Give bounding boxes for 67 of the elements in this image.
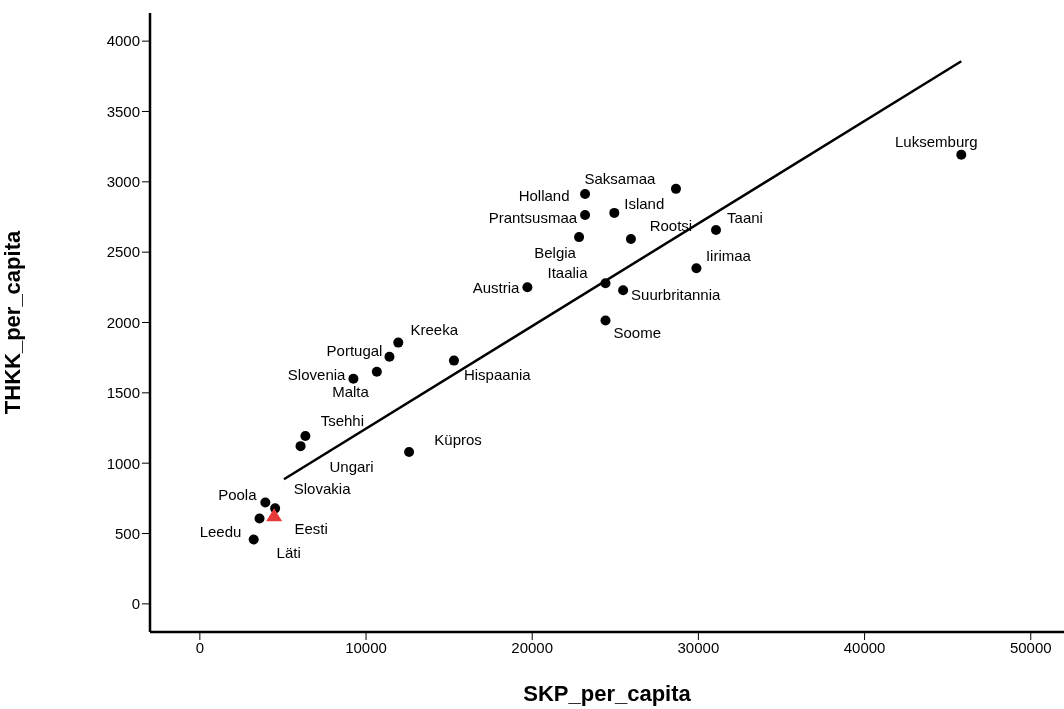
x-axis-title: SKP_per_capita bbox=[523, 681, 692, 706]
point bbox=[618, 285, 629, 296]
point bbox=[248, 534, 259, 545]
annotation: Holland bbox=[518, 187, 570, 205]
point bbox=[384, 351, 395, 362]
annotation: Rootsi bbox=[649, 216, 693, 234]
x-tick-label: 0 bbox=[195, 638, 205, 656]
annotation: Prantsusmaa bbox=[488, 208, 578, 226]
y-tick-label: 500 bbox=[114, 524, 140, 542]
point bbox=[295, 441, 306, 452]
point bbox=[691, 263, 702, 274]
annotation: Kreeka bbox=[410, 321, 459, 339]
point bbox=[522, 282, 533, 293]
point bbox=[300, 431, 311, 442]
annotation: Saksamaa bbox=[584, 170, 657, 188]
annotation: Austria bbox=[472, 278, 521, 296]
x-tick-label: 40000 bbox=[843, 638, 886, 656]
annotation: Itaalia bbox=[547, 263, 589, 281]
annotation: Suurbritannia bbox=[631, 285, 721, 303]
point bbox=[448, 355, 459, 366]
y-tick-label: 2500 bbox=[106, 243, 140, 261]
point bbox=[348, 373, 359, 384]
annotation: Tsehhi bbox=[320, 411, 365, 429]
annotation: Läti bbox=[276, 544, 301, 562]
point bbox=[404, 447, 415, 458]
point bbox=[254, 513, 265, 524]
point bbox=[711, 225, 722, 236]
x-tick-label: 10000 bbox=[345, 638, 387, 656]
point bbox=[266, 508, 283, 522]
point bbox=[580, 210, 591, 221]
point bbox=[580, 188, 591, 199]
y-tick-label: 3500 bbox=[106, 102, 140, 120]
annotation: Soome bbox=[613, 324, 662, 342]
x-tick-label: 20000 bbox=[511, 638, 554, 656]
point bbox=[625, 234, 636, 245]
annotation: Portugal bbox=[326, 342, 383, 360]
annotation: Hispaania bbox=[463, 366, 532, 384]
point bbox=[371, 366, 382, 377]
annotation: Taani bbox=[727, 208, 763, 226]
annotation: Leedu bbox=[199, 522, 242, 540]
annotation: Belgia bbox=[534, 243, 577, 261]
y-tick-label: 4000 bbox=[106, 32, 140, 50]
annotation: Ungari bbox=[329, 457, 374, 475]
point bbox=[393, 337, 404, 348]
y-tick-label: 0 bbox=[131, 595, 140, 613]
y-axis-title: THKK_per_capita bbox=[0, 230, 25, 415]
annotation: Malta bbox=[332, 383, 370, 401]
point bbox=[600, 315, 611, 326]
y-tick-label: 1500 bbox=[106, 384, 140, 402]
annotation: Slovenia bbox=[287, 366, 347, 384]
annotation: Eesti bbox=[294, 519, 328, 537]
point bbox=[670, 183, 681, 194]
point bbox=[574, 232, 585, 243]
annotation: Island bbox=[624, 195, 665, 213]
point bbox=[956, 149, 967, 160]
point bbox=[260, 497, 271, 508]
y-tick-label: 1000 bbox=[106, 454, 140, 472]
annotation: Luksemburg bbox=[895, 133, 978, 151]
x-tick-label: 30000 bbox=[677, 638, 720, 656]
x-tick-label: 50000 bbox=[1009, 638, 1052, 656]
annotation: Slovakia bbox=[293, 479, 352, 497]
annotation: Iirimaa bbox=[705, 246, 752, 264]
y-tick-label: 2000 bbox=[106, 313, 140, 331]
y-tick-label: 3000 bbox=[106, 173, 140, 191]
annotation: Poola bbox=[218, 485, 258, 503]
point bbox=[609, 207, 620, 218]
annotation: Küpros bbox=[434, 430, 482, 448]
